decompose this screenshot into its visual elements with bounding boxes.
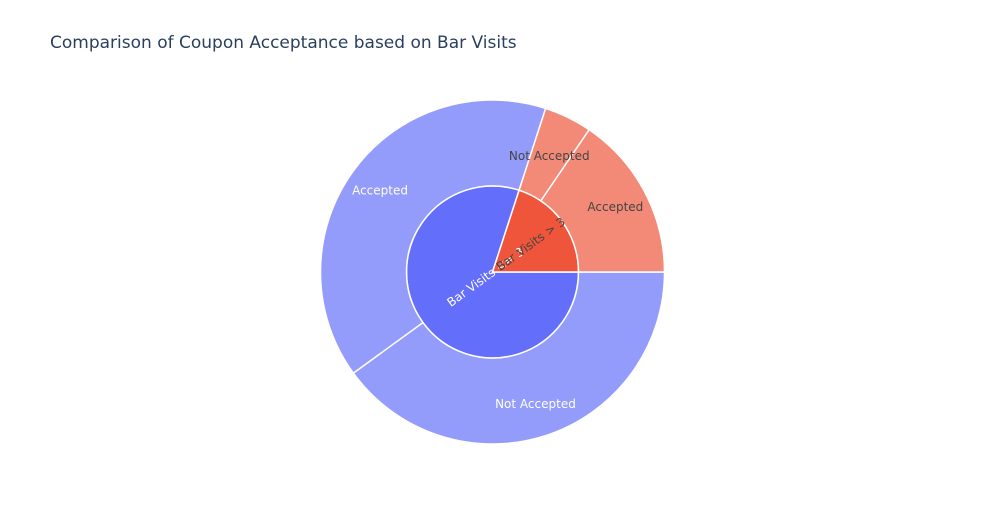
- outer-label-gt3-acc: Accepted: [587, 200, 643, 214]
- outer-label-gt3-not: Not Accepted: [509, 149, 590, 163]
- chart-title: Comparison of Coupon Acceptance based on…: [50, 33, 517, 53]
- outer-segment-le3-acc[interactable]: [319, 99, 547, 375]
- outer-segment-gt3-acc[interactable]: [539, 128, 666, 273]
- outer-segment-le3-not[interactable]: [352, 271, 666, 445]
- outer-label-le3-not: Not Accepted: [495, 397, 576, 411]
- outer-label-le3-acc: Accepted: [352, 183, 408, 197]
